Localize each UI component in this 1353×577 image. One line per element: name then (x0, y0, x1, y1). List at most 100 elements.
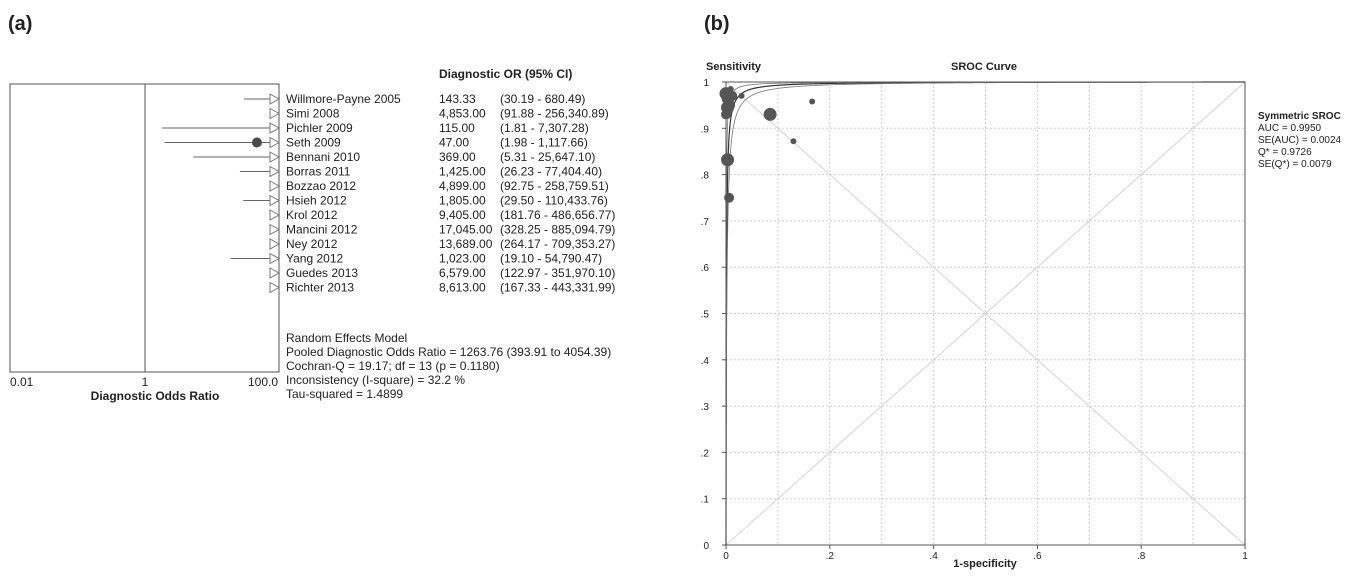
study-name: Simi 2008 (286, 107, 340, 121)
study-point (727, 85, 734, 92)
sroc-points (719, 85, 816, 203)
sroc-stats: Symmetric SROC AUC = 0.9950 SE(AUC) = 0.… (1258, 111, 1342, 170)
study-or: 4,899.00 (439, 179, 486, 193)
study-ci: (26.23 - 77,404.40) (500, 165, 602, 179)
study-name: Krol 2012 (286, 208, 338, 222)
study-or: 115.00 (439, 121, 475, 135)
study-point (790, 138, 797, 145)
study-or: 8,613.00 (439, 281, 486, 295)
sroc-title: SROC Curve (951, 61, 1017, 73)
study-or: 369.00 (439, 150, 476, 164)
study-point (251, 137, 262, 148)
y-tick-label: .5 (701, 310, 710, 321)
study-ci: (5.31 - 25,647.10) (500, 150, 595, 164)
diagonal-line (725, 81, 1246, 546)
sroc-diagonals (725, 81, 1246, 546)
x-tick-label: .4 (929, 551, 938, 562)
study-point (725, 100, 736, 111)
study-or: 6,579.00 (439, 266, 486, 280)
sroc-x-axis-title: 1-specificity (953, 558, 1017, 570)
study-or: 1,023.00 (439, 252, 486, 266)
clipped-arrow-marker (269, 252, 281, 265)
forest-tick-label: 1 (142, 375, 149, 389)
x-tick-label: .6 (1033, 551, 1042, 562)
summary-line: Cochran-Q = 19.17; df = 13 (p = 0.1180) (286, 359, 500, 373)
study-ci: (1.81 - 7,307.28) (500, 121, 589, 135)
y-tick-label: .9 (701, 124, 710, 135)
forest-tick-label: 100.0 (248, 375, 278, 389)
forest-tick-label: 0.01 (10, 375, 34, 389)
clipped-arrow-marker (269, 281, 281, 294)
forest-summary: Random Effects Model Pooled Diagnostic O… (286, 331, 611, 401)
sroc-y-axis-title: Sensitivity (706, 61, 762, 73)
clipped-arrow-marker (269, 209, 281, 221)
clipped-arrow-marker (269, 165, 281, 178)
sroc-frame (725, 81, 1246, 546)
sroc-stat: SE(Q*) = 0.0079 (1258, 159, 1332, 170)
study-point (763, 107, 777, 121)
study-or: 143.33 (439, 92, 476, 106)
study-or: 13,689.00 (439, 237, 493, 251)
study-ci: (328.25 - 885,094.79) (500, 223, 615, 237)
sroc-grid (726, 82, 1245, 545)
y-tick-label: .3 (701, 402, 710, 413)
y-tick-label: .4 (701, 356, 710, 367)
y-tick-label: .1 (701, 495, 710, 506)
clipped-arrow-marker (269, 180, 281, 192)
study-or: 17,045.00 (439, 223, 493, 237)
y-tick-label: .7 (701, 217, 710, 228)
summary-line: Random Effects Model (286, 331, 407, 345)
sroc-stats-title: Symmetric SROC (1258, 111, 1341, 122)
sroc-ticks: 0 .2 .4 .6 .8 1 0 .1 .2 .3 .4 .5 .6 .7 .8 .9 1 (701, 78, 1249, 562)
clipped-arrow-marker (269, 194, 281, 207)
study-name: Richter 2013 (286, 281, 354, 295)
x-tick-label: .2 (826, 551, 835, 562)
sroc-stat: SE(AUC) = 0.0024 (1258, 135, 1342, 146)
study-point (724, 192, 735, 203)
study-ci: (122.97 - 351,970.10) (500, 266, 615, 280)
study-name: Pichler 2009 (286, 121, 353, 135)
study-point (809, 98, 816, 105)
y-tick-label: 1 (703, 78, 709, 89)
study-point (738, 92, 745, 99)
x-tick-label: .8 (1137, 551, 1146, 562)
clipped-arrow-marker (269, 223, 281, 236)
study-name: Bennani 2010 (286, 150, 360, 164)
study-name: Guedes 2013 (286, 266, 358, 280)
study-name: Yang 2012 (286, 252, 343, 266)
study-ci: (91.88 - 256,340.89) (500, 107, 609, 121)
x-tick-label: 1 (1242, 551, 1248, 562)
study-ci: (92.75 - 258,759.51) (500, 179, 609, 193)
sroc-stat: AUC = 0.9950 (1258, 123, 1322, 134)
study-name: Ney 2012 (286, 237, 338, 251)
study-ci: (19.10 - 54,790.47) (500, 252, 602, 266)
study-or: 1,805.00 (439, 194, 486, 208)
study-point (721, 153, 735, 167)
forest-rows: Willmore-Payne 2005 143.33 (30.19 - 680.49… (161, 92, 615, 295)
study-name: Willmore-Payne 2005 (286, 92, 401, 106)
panel-a-label: (a) (8, 13, 32, 35)
clipped-arrow-marker (269, 122, 281, 134)
forest-x-axis-title: Diagnostic Odds Ratio (91, 389, 220, 403)
y-tick-label: .2 (701, 448, 710, 459)
x-tick-label: 0 (723, 551, 729, 562)
panel-b-label: (b) (704, 13, 730, 35)
study-name: Borras 2011 (286, 165, 351, 179)
study-ci: (1.98 - 1,117.66) (500, 136, 588, 150)
study-name: Hsieh 2012 (286, 194, 347, 208)
study-or: 1,425.00 (439, 165, 486, 179)
summary-line: Inconsistency (I-square) = 32.2 % (286, 373, 465, 387)
study-ci: (181.76 - 486,656.77) (500, 208, 615, 222)
study-or: 47.00 (439, 136, 469, 150)
study-or: 9,405.00 (439, 208, 486, 222)
study-name: Bozzao 2012 (286, 179, 356, 193)
summary-line: Pooled Diagnostic Odds Ratio = 1263.76 (… (286, 345, 611, 359)
y-tick-label: .6 (701, 263, 710, 274)
clipped-arrow-marker (269, 151, 281, 163)
forest-header: Diagnostic OR (95% CI) (439, 67, 572, 81)
clipped-arrow-marker (269, 267, 281, 279)
clipped-arrow-marker (269, 238, 281, 250)
forest-plot: Diagnostic OR (95% CI) 0.01 1 100.0 Diag… (9, 67, 615, 403)
